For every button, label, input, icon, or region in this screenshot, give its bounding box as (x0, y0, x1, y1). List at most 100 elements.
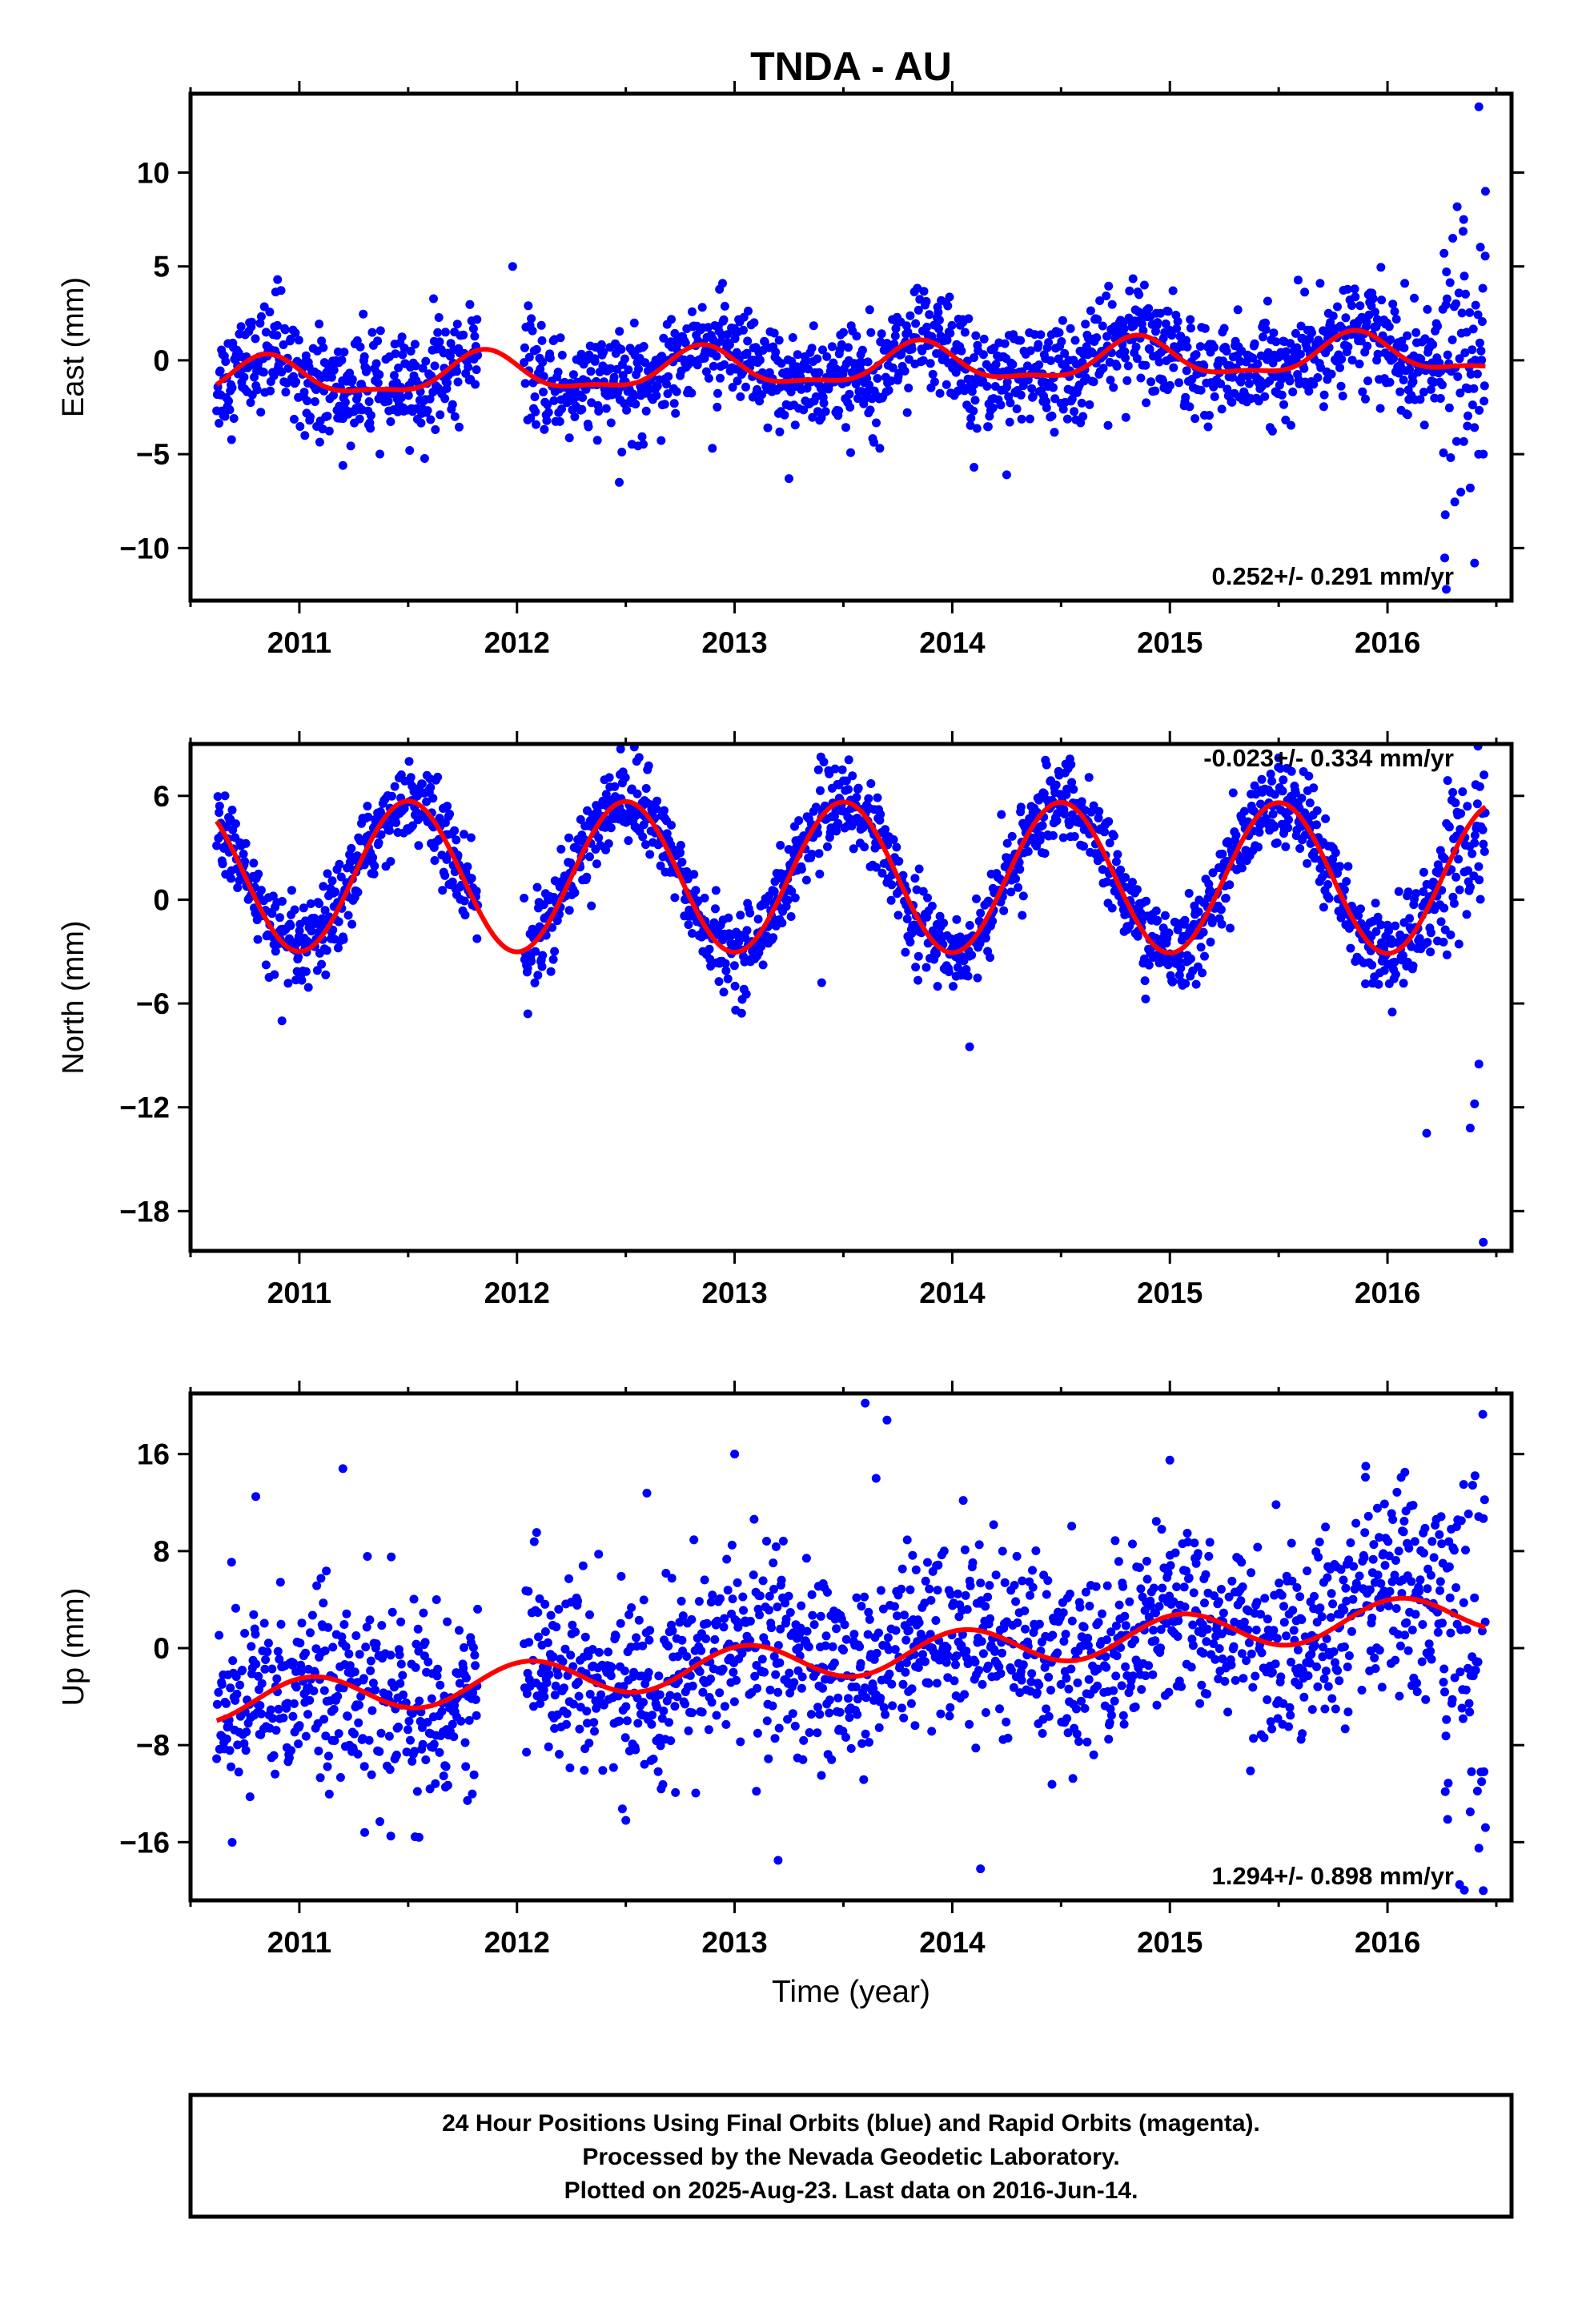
data-point (894, 857, 904, 866)
data-point (537, 336, 547, 345)
data-point (921, 1657, 930, 1667)
data-point (648, 1755, 658, 1763)
data-point (897, 1584, 906, 1594)
data-point (368, 853, 378, 862)
data-point (465, 300, 475, 309)
data-point (688, 1681, 697, 1691)
data-point (638, 1641, 648, 1651)
data-point (914, 1618, 924, 1627)
data-point (1248, 353, 1258, 363)
data-point (1355, 301, 1365, 311)
data-point (827, 1755, 837, 1764)
data-point (873, 374, 882, 383)
data-point (530, 392, 540, 401)
data-point (587, 398, 596, 408)
data-point (1315, 279, 1325, 288)
data-point (633, 1719, 643, 1728)
data-point (1347, 356, 1357, 365)
data-point (538, 951, 548, 960)
data-point (723, 1586, 733, 1595)
data-point (523, 1009, 532, 1019)
data-point (277, 1016, 287, 1026)
data-point (396, 1659, 406, 1669)
data-point (720, 301, 729, 311)
data-point (960, 1690, 970, 1699)
data-point (416, 418, 426, 428)
data-point (939, 919, 949, 928)
data-point (878, 1604, 888, 1614)
data-point (1399, 376, 1408, 384)
data-point (884, 385, 893, 395)
data-point (852, 1593, 861, 1602)
data-point (319, 1598, 328, 1608)
data-point (1455, 885, 1464, 895)
data-point (742, 926, 752, 935)
data-point (269, 371, 279, 380)
data-point (872, 862, 881, 872)
data-point (423, 406, 432, 416)
data-point (423, 1718, 432, 1727)
data-point (351, 1631, 361, 1640)
data-point (741, 382, 750, 392)
data-point (1191, 350, 1201, 360)
data-point (893, 911, 903, 920)
data-point (828, 1642, 837, 1651)
data-point (970, 353, 978, 363)
data-point (306, 899, 315, 908)
data-point (682, 1652, 692, 1661)
data-point (981, 933, 990, 943)
data-point (818, 345, 827, 355)
data-point (1426, 384, 1435, 394)
data-point (564, 1574, 573, 1583)
data-point (560, 1683, 568, 1693)
data-point (653, 1767, 663, 1776)
data-point (637, 432, 647, 441)
data-point (1423, 938, 1432, 947)
data-point (606, 823, 616, 833)
data-point (1047, 1779, 1057, 1789)
data-point (531, 947, 540, 956)
data-point (965, 1719, 974, 1729)
data-point (321, 1731, 331, 1741)
data-point (852, 332, 861, 341)
data-point (834, 406, 844, 416)
data-point (904, 384, 913, 392)
data-point (898, 1679, 908, 1689)
data-point (904, 355, 913, 364)
data-point (799, 405, 809, 415)
data-point (727, 1540, 737, 1550)
data-point (294, 952, 303, 962)
data-point (1031, 1546, 1041, 1555)
data-point (942, 380, 951, 389)
data-point (580, 1766, 589, 1775)
data-point (276, 1619, 286, 1629)
data-point (1130, 1635, 1139, 1645)
data-point (433, 328, 443, 337)
data-point (1034, 360, 1044, 370)
data-point (1470, 558, 1480, 568)
data-point (1110, 1536, 1120, 1546)
data-point (678, 1611, 688, 1621)
data-point (677, 858, 687, 866)
data-point (460, 1738, 470, 1747)
data-point (320, 1646, 330, 1655)
data-point (1102, 1635, 1111, 1645)
data-point (1040, 849, 1050, 858)
data-point (952, 915, 962, 924)
data-point (1144, 304, 1154, 313)
x-tick-label: 2014 (919, 626, 986, 659)
data-point (1354, 911, 1363, 920)
data-point (1104, 817, 1114, 826)
data-point (682, 866, 692, 876)
data-point (1471, 300, 1480, 310)
data-point (814, 368, 824, 377)
data-point (644, 1668, 653, 1677)
data-point (1184, 889, 1194, 898)
data-point (705, 955, 715, 964)
data-point (269, 1751, 279, 1760)
data-point (814, 849, 824, 858)
data-point (359, 1762, 369, 1771)
data-point (1140, 976, 1150, 986)
data-point (1440, 854, 1449, 863)
